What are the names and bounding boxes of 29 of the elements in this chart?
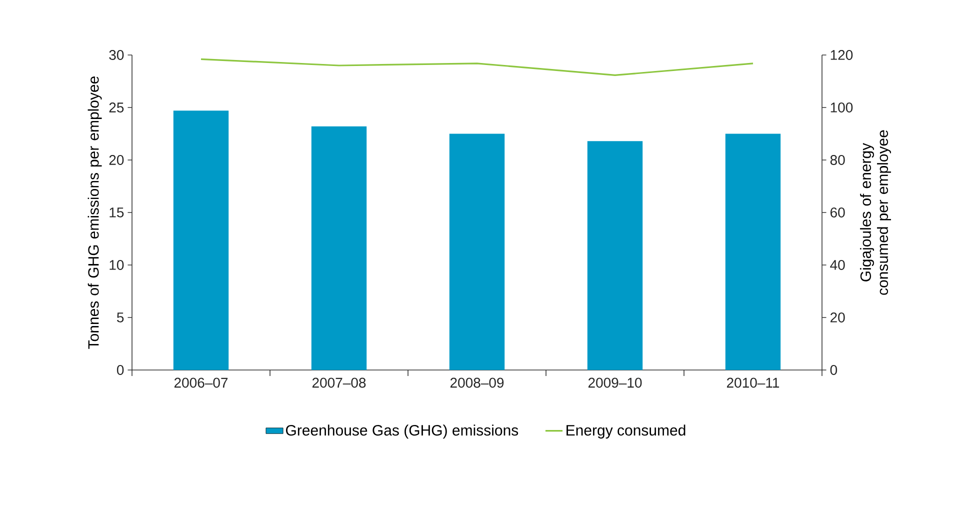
y2-tick-label: 60 xyxy=(830,208,845,218)
y2-tick-label: 20 xyxy=(830,312,845,322)
y-tick-label: 25 xyxy=(109,102,124,112)
y-tick-label: 10 xyxy=(110,260,124,270)
x-tick-label: 2008–09 xyxy=(450,378,504,388)
x-tick-label: 2010–11 xyxy=(726,378,780,388)
y-tick-label: 30 xyxy=(109,50,124,60)
y-tick-label: 0 xyxy=(116,365,124,375)
y2-axis-title: Gigajoules of energy consumed per employee xyxy=(860,130,891,295)
y2-tick-label: 0 xyxy=(830,365,838,375)
y2-tick-label: 100 xyxy=(830,102,853,112)
legend-label: Greenhouse Gas (GHG) emissions xyxy=(286,424,518,439)
bar xyxy=(449,134,505,370)
bar xyxy=(587,141,643,370)
x-tick-label: 2009–10 xyxy=(588,378,642,388)
bar xyxy=(311,126,367,370)
y2-tick-label: 80 xyxy=(830,155,845,165)
y2-tick-label: 40 xyxy=(830,260,845,270)
y-tick-label: 20 xyxy=(109,155,124,165)
y-axis-title: Tonnes of GHG emissions per employee xyxy=(88,76,102,349)
x-tick-label: 2006–07 xyxy=(174,378,228,388)
x-tick-label: 2007–08 xyxy=(312,378,366,388)
y2-tick-label: 120 xyxy=(830,50,853,60)
y-tick-label: 5 xyxy=(116,312,124,322)
y-tick-label: 15 xyxy=(110,208,124,218)
bar xyxy=(725,134,781,370)
legend-label: Energy consumed xyxy=(566,424,686,439)
line-series xyxy=(200,58,754,76)
bar xyxy=(173,110,229,370)
